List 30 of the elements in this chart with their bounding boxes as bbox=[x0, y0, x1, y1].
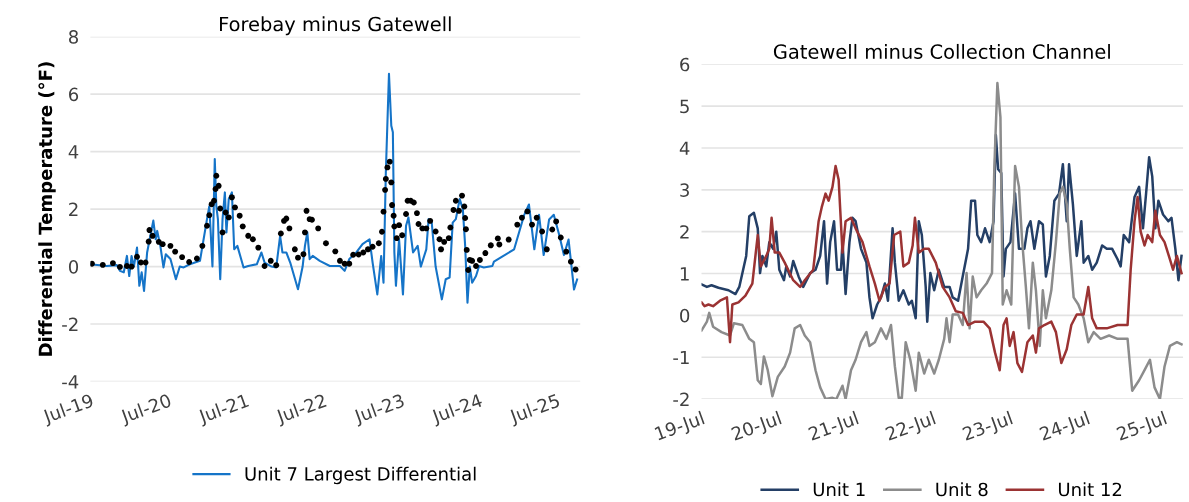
x-tick-label: 24-Jul bbox=[1038, 410, 1092, 444]
y-tick-label: 4 bbox=[679, 141, 690, 155]
x-tick-label: 19-Jul bbox=[654, 410, 706, 444]
y-tick-label: 6 bbox=[680, 57, 690, 72]
y-tick-label: 4 bbox=[68, 145, 79, 159]
y-tick-label: 2 bbox=[69, 202, 78, 216]
y-tick-label: 3 bbox=[680, 183, 689, 197]
y-tick-label: 1 bbox=[680, 267, 689, 281]
chart-title: Forebay minus Gatewell bbox=[220, 16, 451, 36]
x-tick-label: 22-Jul bbox=[884, 410, 937, 444]
x-tick-label: 25-Jul bbox=[1115, 410, 1169, 444]
legend-label: Unit 12 bbox=[1058, 482, 1122, 497]
y-tick-label: 5 bbox=[680, 99, 689, 114]
y-tick-label: 0 bbox=[680, 308, 690, 323]
x-tick-label: 21-Jul bbox=[807, 410, 860, 444]
legend-label: Unit 1 bbox=[813, 482, 865, 497]
x-tick-label: 23-Jul bbox=[961, 410, 1015, 444]
legend-label: Unit 8 bbox=[936, 482, 988, 497]
y-tick-label: 0 bbox=[68, 260, 79, 274]
y-axis-title: Differential Temperature (°F) bbox=[38, 62, 56, 356]
y-tick-label: 2 bbox=[680, 225, 689, 239]
y-tick-label: 6 bbox=[69, 87, 79, 102]
y-tick-label: -2 bbox=[673, 392, 689, 406]
chart-title: Gatewell minus Collection Channel bbox=[773, 43, 1110, 59]
y-tick-label: 8 bbox=[68, 30, 79, 44]
y-tick-label: -1 bbox=[673, 350, 689, 365]
y-tick-label: -2 bbox=[62, 317, 78, 331]
legend-label: Unit 7 Largest Differential bbox=[245, 466, 476, 485]
x-tick-label: 20-Jul bbox=[730, 410, 783, 444]
y-tick-label: -4 bbox=[62, 375, 79, 389]
